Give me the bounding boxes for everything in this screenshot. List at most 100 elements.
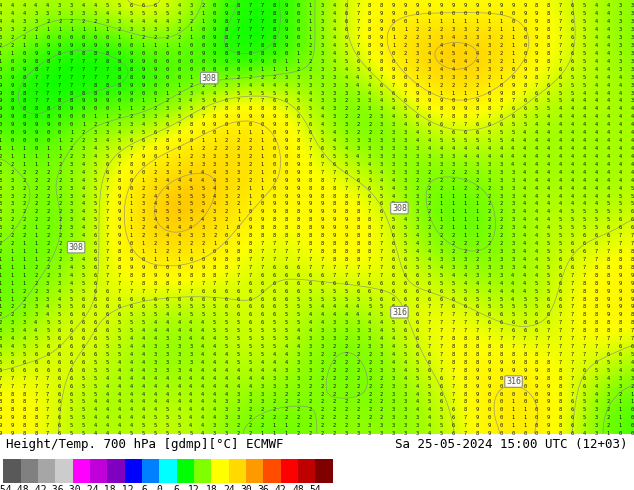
Text: 7: 7 [309, 154, 311, 159]
Text: 0: 0 [189, 59, 192, 64]
Text: 4: 4 [607, 27, 610, 32]
Text: 5: 5 [309, 106, 311, 111]
Text: 2: 2 [153, 106, 157, 111]
Text: 2: 2 [46, 233, 49, 238]
Text: 1: 1 [463, 19, 467, 24]
Text: 4: 4 [201, 217, 204, 222]
Text: 4: 4 [416, 138, 419, 143]
Text: 1: 1 [0, 281, 1, 286]
Text: 5: 5 [94, 225, 97, 230]
Text: 2: 2 [273, 416, 276, 420]
Text: 5: 5 [428, 130, 431, 135]
Text: 8: 8 [153, 146, 157, 151]
Text: 1: 1 [201, 138, 204, 143]
Text: 6: 6 [249, 281, 252, 286]
Text: 6: 6 [297, 265, 300, 270]
Text: 8: 8 [439, 106, 443, 111]
Text: 6: 6 [285, 265, 288, 270]
Text: 5: 5 [82, 265, 85, 270]
Text: 9: 9 [607, 312, 610, 318]
Text: 4: 4 [511, 162, 514, 167]
Text: 4: 4 [261, 368, 264, 373]
Text: 4: 4 [583, 138, 586, 143]
Text: 12: 12 [188, 486, 200, 490]
Text: 0: 0 [34, 43, 37, 48]
Text: 7: 7 [106, 186, 109, 191]
Text: 2: 2 [309, 51, 311, 56]
Text: 6: 6 [106, 289, 109, 294]
Text: 6: 6 [500, 122, 502, 127]
Text: 3: 3 [0, 336, 1, 341]
Text: 6: 6 [82, 368, 85, 373]
Text: 8: 8 [416, 98, 419, 103]
Text: 2: 2 [488, 249, 491, 254]
Text: 5: 5 [404, 249, 407, 254]
Text: 9: 9 [0, 114, 1, 120]
Text: 2: 2 [320, 431, 323, 436]
Text: 9: 9 [118, 217, 121, 222]
Text: 3: 3 [428, 35, 431, 40]
Text: 1: 1 [619, 423, 622, 428]
Text: 7: 7 [70, 59, 73, 64]
Text: 6: 6 [523, 328, 526, 333]
Text: 2: 2 [356, 399, 359, 404]
Text: 9: 9 [523, 376, 526, 381]
Text: 4: 4 [595, 122, 598, 127]
Text: 6: 6 [511, 320, 514, 325]
Text: 3: 3 [213, 217, 216, 222]
Text: 0: 0 [523, 431, 526, 436]
Text: 3: 3 [439, 162, 443, 167]
Text: 0: 0 [273, 130, 276, 135]
Text: 3: 3 [380, 162, 383, 167]
Text: 9: 9 [189, 265, 192, 270]
Text: 7: 7 [571, 392, 574, 396]
Text: 6: 6 [583, 376, 586, 381]
Text: 4: 4 [559, 122, 562, 127]
Text: 4: 4 [94, 3, 97, 8]
Text: 4: 4 [416, 392, 419, 396]
Text: 4: 4 [595, 59, 598, 64]
Text: 4: 4 [583, 170, 586, 175]
Text: 0: 0 [189, 51, 192, 56]
Text: 6: 6 [94, 233, 97, 238]
Text: 8: 8 [344, 241, 347, 246]
Text: 0: 0 [249, 209, 252, 214]
Text: 7: 7 [535, 83, 538, 88]
Text: 8: 8 [488, 344, 491, 349]
Text: 0: 0 [58, 122, 61, 127]
Text: 3: 3 [607, 392, 610, 396]
Text: 0: 0 [273, 178, 276, 183]
Text: 4: 4 [428, 249, 431, 254]
Text: 4: 4 [178, 384, 181, 389]
Text: 3: 3 [273, 376, 276, 381]
Text: 9: 9 [344, 225, 347, 230]
Text: 4: 4 [439, 146, 443, 151]
Text: 8: 8 [297, 225, 300, 230]
Text: 5: 5 [416, 376, 419, 381]
Text: 7: 7 [571, 289, 574, 294]
Text: 8: 8 [332, 249, 335, 254]
Text: 9: 9 [141, 75, 145, 80]
Text: 8: 8 [0, 407, 1, 413]
Text: 4: 4 [320, 106, 323, 111]
Text: 5: 5 [0, 360, 1, 365]
Text: 6: 6 [416, 296, 419, 301]
Text: 4: 4 [404, 376, 407, 381]
Text: 1: 1 [46, 162, 49, 167]
Text: 9: 9 [261, 59, 264, 64]
Text: 2: 2 [22, 27, 25, 32]
Text: 5: 5 [368, 178, 372, 183]
Text: 6: 6 [82, 320, 85, 325]
Text: 7: 7 [559, 43, 562, 48]
Text: 6: 6 [249, 312, 252, 318]
Text: 9: 9 [500, 3, 502, 8]
Text: 3: 3 [165, 344, 169, 349]
Text: 1: 1 [225, 225, 228, 230]
Text: 2: 2 [488, 75, 491, 80]
Text: 8: 8 [619, 257, 622, 262]
Text: 5: 5 [547, 289, 550, 294]
Text: 4: 4 [630, 130, 633, 135]
Text: 0: 0 [10, 59, 13, 64]
Text: 8: 8 [309, 178, 311, 183]
Text: 3: 3 [488, 43, 491, 48]
